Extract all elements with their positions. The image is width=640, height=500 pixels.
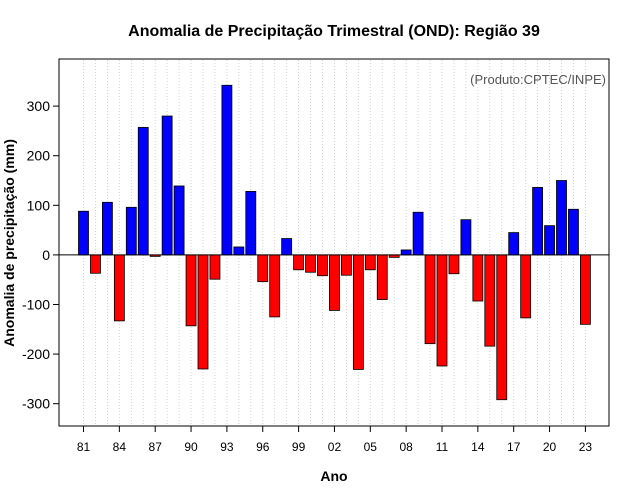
bar-23 — [580, 254, 591, 325]
bar-06 — [376, 254, 388, 300]
bar-01 — [317, 254, 328, 277]
y-tick-label: 300 — [27, 98, 51, 114]
x-tick-label: 96 — [256, 440, 270, 454]
x-tick-label: 20 — [543, 440, 557, 454]
bar-05 — [364, 254, 376, 271]
bar-88 — [161, 115, 173, 256]
bar-84 — [113, 254, 125, 322]
chart-title: Anomalia de Precipitação Trimestral (OND… — [128, 23, 540, 40]
bars-group — [78, 84, 591, 401]
x-tick-label: 84 — [113, 440, 127, 454]
y-tick-label: -200 — [22, 346, 50, 362]
bar-13 — [460, 219, 472, 256]
bar-93 — [221, 84, 233, 256]
x-tick-label: 17 — [507, 440, 521, 454]
y-tick-label: -100 — [22, 296, 50, 312]
x-tick-label: 23 — [579, 440, 593, 454]
bar-14 — [472, 254, 484, 302]
bar-09 — [412, 211, 424, 256]
bar-00 — [305, 254, 316, 273]
x-tick-label: 93 — [220, 440, 234, 454]
bar-85 — [125, 206, 137, 256]
bar-11 — [436, 254, 448, 367]
bar-04 — [352, 254, 364, 370]
x-tick-label: 05 — [364, 440, 378, 454]
x-tick-label: 11 — [436, 440, 449, 454]
bar-10 — [424, 254, 436, 345]
bar-82 — [90, 254, 101, 274]
bar-96 — [257, 254, 269, 283]
bar-99 — [293, 254, 305, 271]
bar-89 — [173, 185, 185, 256]
y-tick-label: -300 — [22, 396, 50, 412]
x-tick-label: 87 — [149, 440, 163, 454]
bar-20 — [544, 225, 555, 256]
bar-08 — [400, 249, 412, 256]
bar-19 — [532, 187, 543, 256]
bar-92 — [209, 254, 221, 280]
bar-95 — [245, 191, 257, 256]
bar-12 — [448, 254, 460, 275]
bar-03 — [340, 254, 352, 276]
bar-97 — [269, 254, 281, 318]
bar-15 — [484, 254, 496, 347]
x-tick-label: 08 — [399, 440, 413, 454]
credit-label: (Produto:CPTEC/INPE) — [470, 72, 606, 87]
y-axis: -300 -200 -100 0 100 200 300 — [22, 98, 59, 412]
x-axis: 81 84 87 90 93 96 99 02 05 08 11 14 17 20 23 — [77, 426, 593, 454]
bar-94 — [233, 246, 245, 256]
bar-02 — [329, 254, 340, 311]
bar-83 — [102, 201, 113, 256]
x-tick-label: 99 — [292, 440, 306, 454]
bar-86 — [137, 127, 149, 256]
bar-81 — [78, 210, 89, 256]
y-tick-label: 100 — [27, 197, 51, 213]
bar-91 — [197, 254, 209, 370]
x-tick-label: 02 — [328, 440, 342, 454]
bar-22 — [568, 208, 579, 256]
bar-17 — [508, 232, 520, 256]
y-tick-label: 0 — [42, 247, 50, 263]
x-tick-label: 14 — [471, 440, 485, 454]
bar-98 — [281, 238, 293, 256]
bar-21 — [556, 180, 567, 256]
x-tick-label: 81 — [77, 440, 91, 454]
y-tick-label: 200 — [27, 148, 51, 164]
y-axis-label: Anomalia de precipitação (mm) — [1, 139, 17, 347]
bar-18 — [520, 254, 532, 319]
x-axis-label: Ano — [320, 468, 347, 484]
x-tick-label: 90 — [184, 440, 198, 454]
bar-16 — [496, 254, 508, 401]
vertical-gridlines — [83, 60, 586, 425]
bar-90 — [185, 254, 197, 327]
